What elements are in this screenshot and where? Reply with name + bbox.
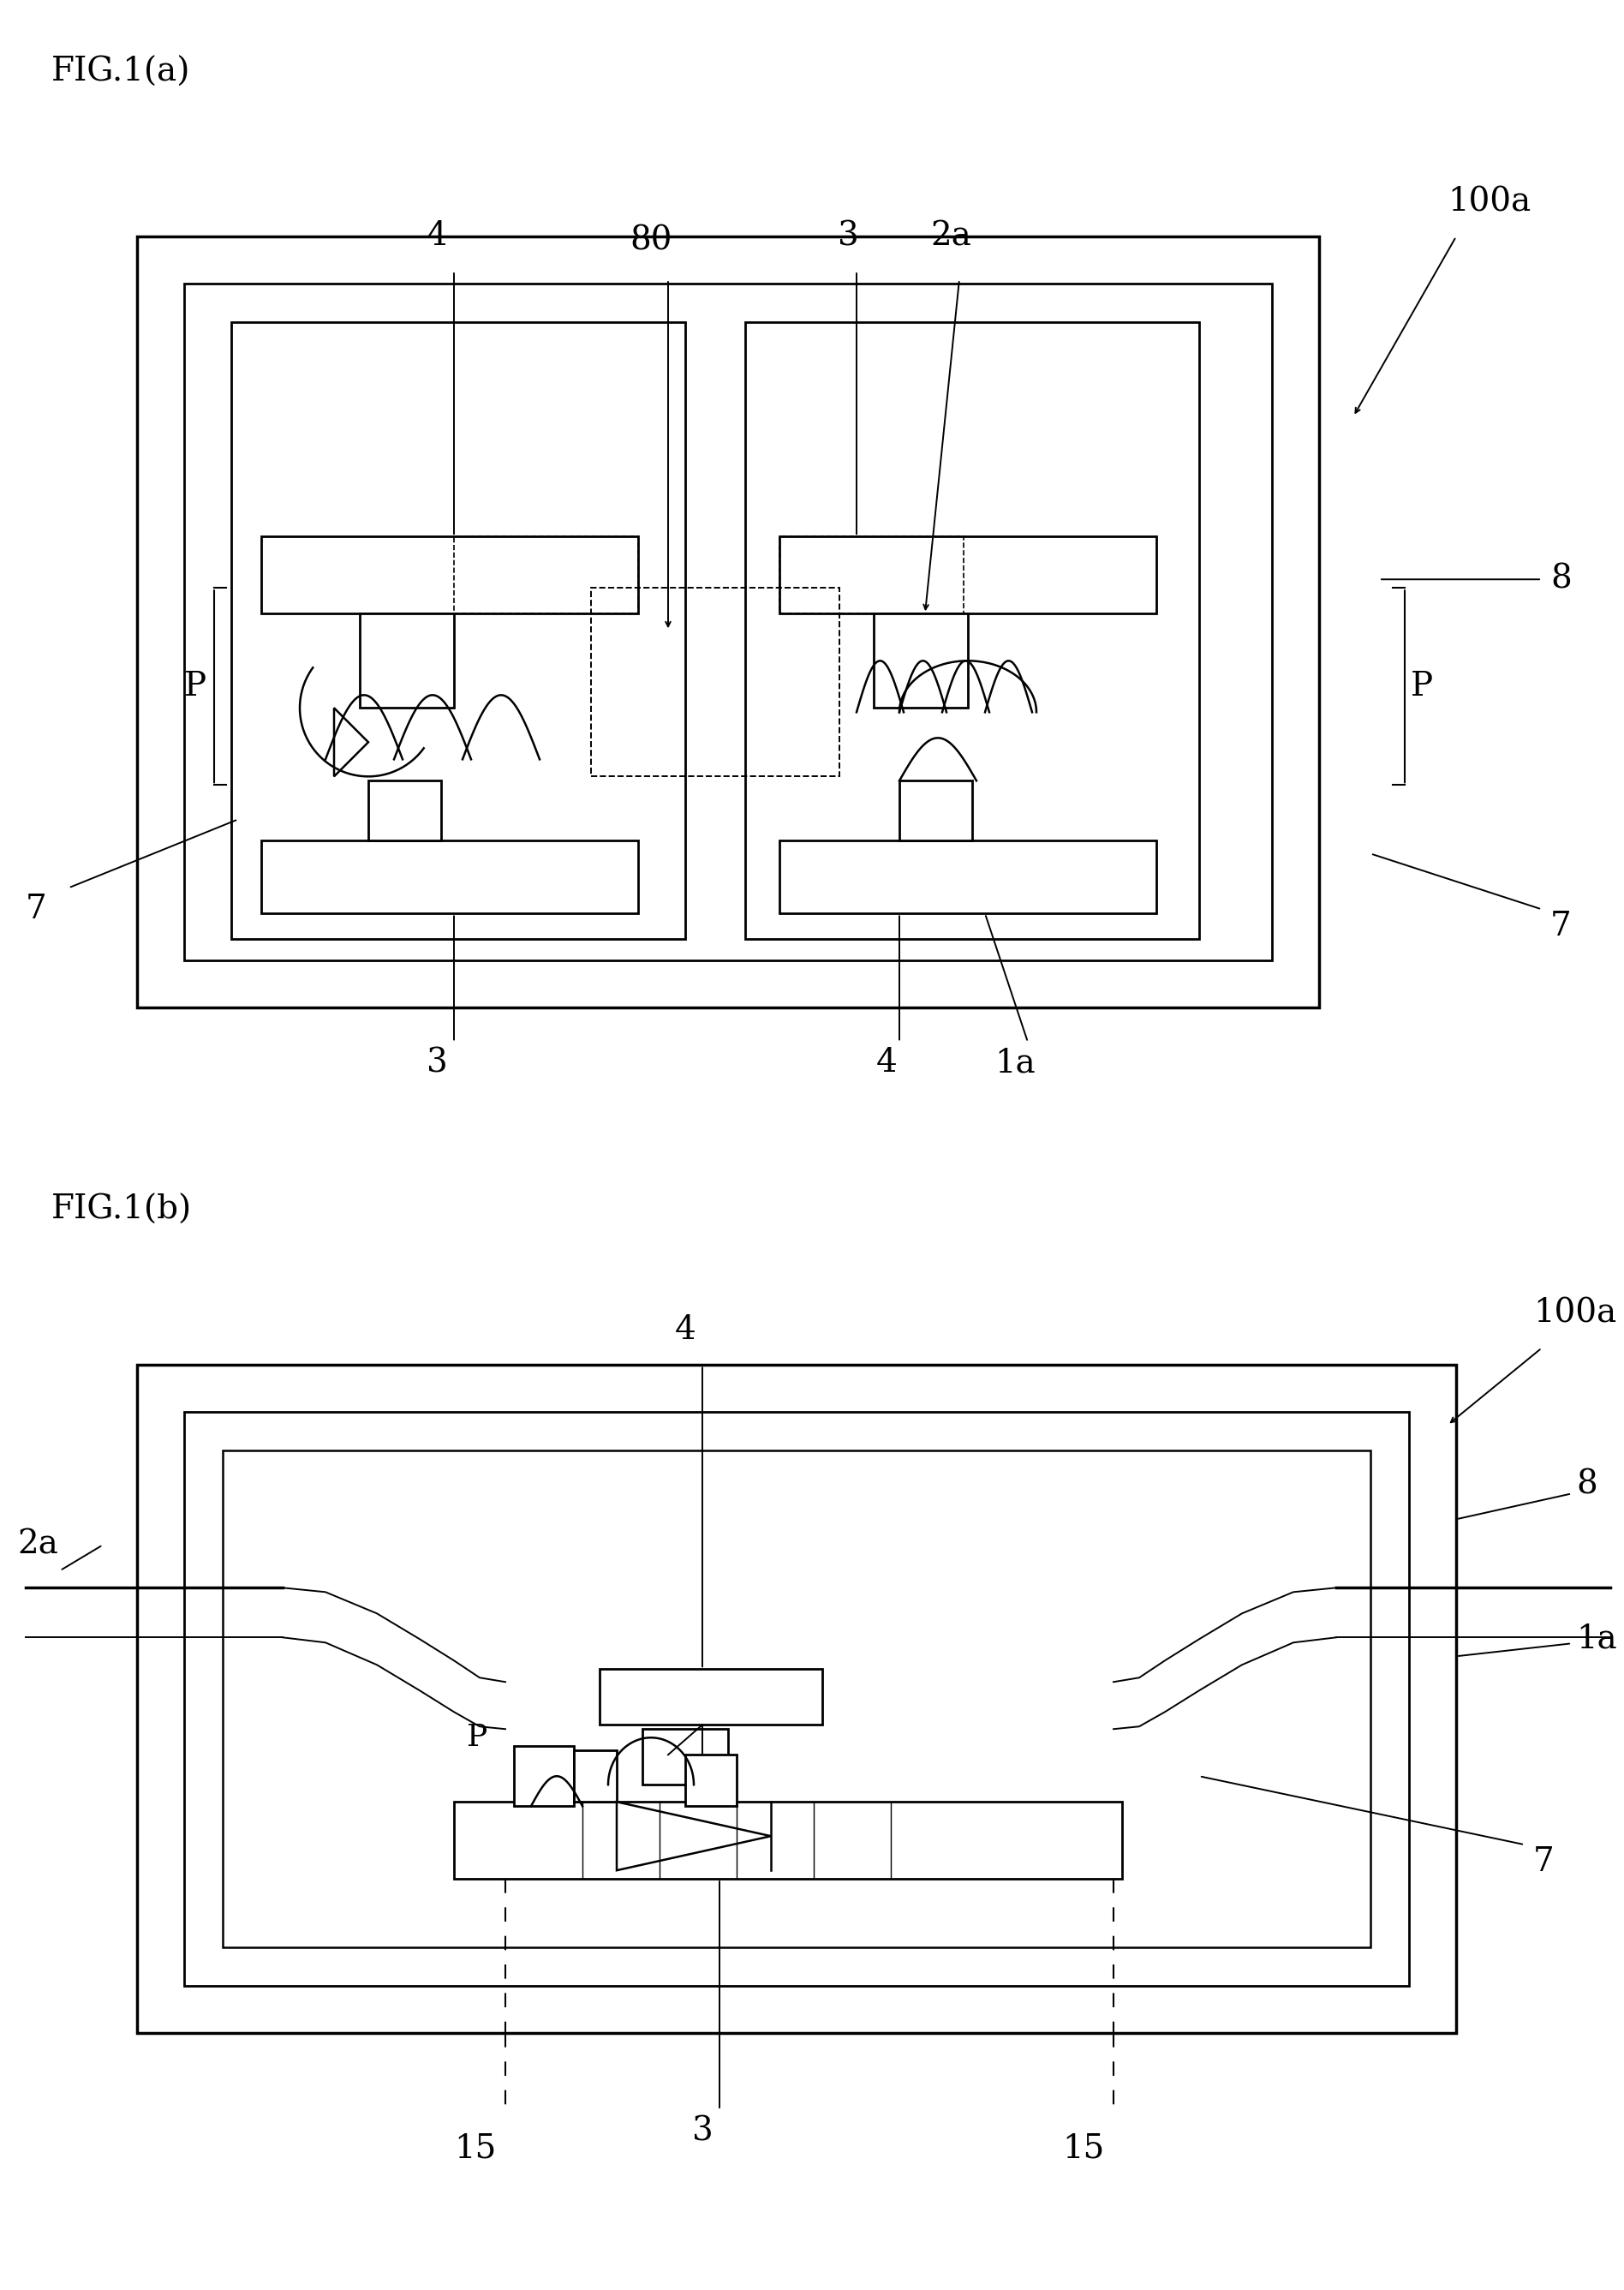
Text: FIG.1(a): FIG.1(a) bbox=[52, 57, 190, 89]
Text: FIG.1(b): FIG.1(b) bbox=[52, 1193, 192, 1225]
Text: 2a: 2a bbox=[18, 1530, 58, 1562]
Bar bbox=[261, 840, 638, 914]
Text: 7: 7 bbox=[1551, 911, 1572, 941]
Bar bbox=[685, 1754, 737, 1807]
Polygon shape bbox=[335, 708, 369, 776]
Bar bbox=[643, 1729, 728, 1784]
Text: 15: 15 bbox=[455, 2132, 497, 2164]
Bar bbox=[369, 781, 442, 840]
Bar bbox=[573, 1750, 617, 1802]
Bar bbox=[513, 1747, 573, 1807]
Bar bbox=[136, 236, 1319, 1008]
Text: P: P bbox=[184, 671, 206, 703]
Text: 1a: 1a bbox=[1575, 1624, 1618, 1656]
Bar bbox=[184, 284, 1272, 962]
Bar bbox=[599, 1669, 822, 1724]
Bar bbox=[780, 536, 1156, 614]
Bar bbox=[900, 781, 973, 840]
Bar bbox=[455, 1802, 1122, 1878]
Bar bbox=[591, 589, 840, 776]
Text: 3: 3 bbox=[692, 2116, 713, 2148]
Text: 7: 7 bbox=[1533, 1846, 1554, 1878]
Text: 8: 8 bbox=[1551, 563, 1572, 595]
Text: 4: 4 bbox=[425, 220, 448, 252]
Text: 7: 7 bbox=[26, 893, 47, 925]
Bar bbox=[780, 536, 963, 614]
Bar bbox=[780, 840, 1156, 914]
Bar bbox=[184, 1413, 1410, 1985]
Text: P: P bbox=[1411, 671, 1432, 703]
Bar bbox=[261, 536, 638, 614]
Polygon shape bbox=[617, 1802, 771, 1871]
Text: 3: 3 bbox=[838, 220, 859, 252]
Bar bbox=[361, 614, 455, 708]
Bar bbox=[231, 323, 685, 939]
Text: 15: 15 bbox=[1062, 2132, 1104, 2164]
Text: 80: 80 bbox=[630, 224, 672, 256]
Text: 2a: 2a bbox=[931, 220, 971, 252]
Text: 100a: 100a bbox=[1533, 1298, 1616, 1328]
Text: 8: 8 bbox=[1575, 1470, 1598, 1500]
Bar bbox=[455, 536, 638, 614]
Text: P: P bbox=[466, 1722, 487, 1752]
Text: 4: 4 bbox=[674, 1314, 697, 1347]
Text: 4: 4 bbox=[875, 1047, 896, 1079]
Text: 3: 3 bbox=[425, 1047, 448, 1079]
Text: 1a: 1a bbox=[994, 1047, 1036, 1079]
Bar bbox=[745, 323, 1199, 939]
Text: 100a: 100a bbox=[1447, 185, 1531, 218]
Bar bbox=[222, 1452, 1371, 1947]
Bar bbox=[136, 1365, 1457, 2034]
Bar bbox=[874, 614, 968, 708]
